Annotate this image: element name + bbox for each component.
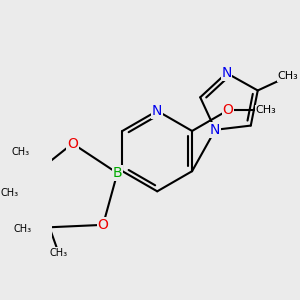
Text: CH₃: CH₃ <box>278 71 298 81</box>
Text: O: O <box>222 103 233 117</box>
Text: B: B <box>112 166 122 180</box>
Text: CH₃: CH₃ <box>50 248 68 258</box>
Text: CH₃: CH₃ <box>0 188 18 199</box>
Text: N: N <box>221 66 232 80</box>
Text: N: N <box>210 123 220 137</box>
Text: O: O <box>98 218 109 232</box>
Text: CH₃: CH₃ <box>256 105 276 115</box>
Text: CH₃: CH₃ <box>12 147 30 157</box>
Text: CH₃: CH₃ <box>14 224 32 234</box>
Text: N: N <box>152 104 162 118</box>
Text: O: O <box>67 136 78 151</box>
